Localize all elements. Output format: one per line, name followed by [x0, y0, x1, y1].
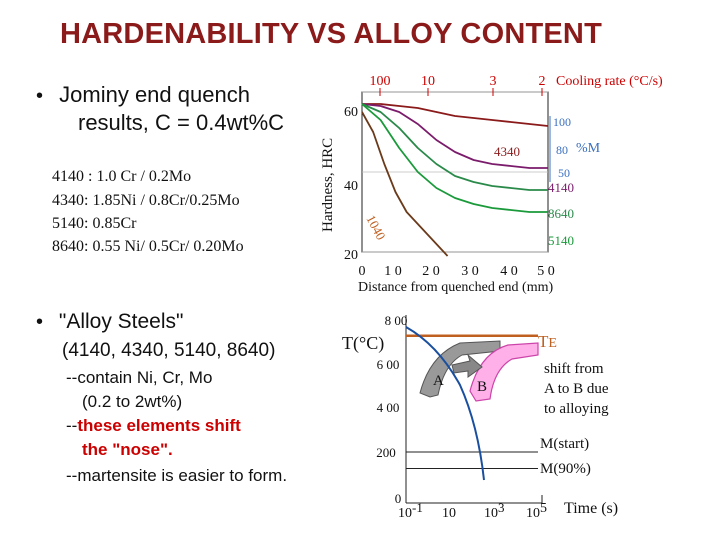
series-line-8640 — [361, 103, 548, 191]
highlight-text-2: the "nose". — [82, 440, 173, 459]
x-tick-label: 10-1 — [398, 500, 423, 521]
alloy-8640: 8640: 0.55 Ni/ 0.5Cr/ 0.20Mo — [52, 238, 244, 255]
series-label-5140: 5140 — [548, 233, 574, 248]
x-tick-label: 2 0 — [422, 264, 440, 279]
bullet-2-line-3: --contain Ni, Cr, Mo — [66, 368, 213, 387]
cooling-curve — [405, 326, 485, 481]
x-tick-label: 5 0 — [537, 264, 555, 279]
series-label-4340: 4340 — [494, 144, 520, 159]
series-line-1040 — [361, 111, 449, 257]
te-label: TE — [538, 332, 557, 351]
y-tick-label: 4 00 — [377, 400, 400, 415]
bullet-2: • "Alloy Steels" — [36, 310, 184, 334]
y-axis-label: Hardness, HRC — [320, 138, 336, 232]
bullet-2-line-2: (4140, 4340, 5140, 8640) — [62, 340, 276, 361]
y-tick-label: 20 — [344, 248, 358, 263]
x-tick-label: 105 — [526, 501, 547, 521]
alloy-4140: 4140 : 1.0 Cr / 0.2Mo — [52, 168, 192, 185]
region-label-b: B — [477, 379, 487, 395]
ttt-chart: 8 00 6 00 4 00 200 0 T(°C) 10-1 10 103 1… — [342, 313, 618, 521]
bullet-2-line-5: --these elements shift — [66, 416, 241, 436]
bullet-dot: • — [36, 85, 44, 107]
y-tick-label: 40 — [344, 179, 358, 194]
series-line-4140 — [361, 103, 548, 169]
series-line-4340 — [362, 103, 549, 127]
bullet-2-line-4: (0.2 to 2wt%) — [82, 392, 183, 411]
top-tick-label: 100 — [370, 74, 391, 89]
bullet-1: • Jominy end quench — [36, 82, 250, 108]
bullet-2-line-1: "Alloy Steels" — [58, 310, 184, 333]
jominy-chart: 100 10 3 2 Cooling rate (°C/s) 100 80 %M… — [320, 74, 663, 295]
series-label-4140: 4140 — [548, 180, 574, 195]
series-label-1040: 1040 — [363, 212, 388, 242]
bullet-1-line-2: results, C = 0.4wt%C — [78, 110, 285, 135]
y-gridlines — [362, 91, 548, 253]
alloy-5140: 5140: 0.85Cr — [52, 215, 137, 232]
shift-note-3: to alloying — [544, 401, 609, 417]
page-title: HARDENABILITY VS ALLOY CONTENT — [60, 18, 602, 50]
highlight-text-1: these elements shift — [77, 416, 241, 435]
series-group — [361, 103, 549, 257]
x-axis-label: Distance from quenched end (mm) — [358, 280, 553, 295]
y-tick-label: 200 — [376, 445, 396, 460]
y-tick-label: 0 — [395, 491, 402, 506]
x-tick-label: 103 — [484, 500, 505, 521]
y-tick-label: 8 00 — [385, 313, 408, 328]
shift-note-2: A to B due — [544, 381, 609, 397]
right-axis-label: %M — [576, 141, 601, 156]
bullet-dot: • — [36, 311, 44, 333]
x-tick-label: 3 0 — [461, 264, 479, 279]
bullet-2-line-7: --martensite is easier to form. — [66, 466, 288, 485]
series-label-8640: 8640 — [548, 206, 574, 221]
top-tick-label: 3 — [490, 74, 497, 89]
y-tick-label: 6 00 — [377, 357, 400, 372]
x-tick-label: 0 — [359, 264, 366, 279]
region-label-a: A — [433, 373, 444, 389]
right-tick-label: 80 — [556, 143, 568, 157]
right-tick-label: 100 — [553, 115, 571, 129]
x-tick-label: 10 — [442, 506, 456, 521]
bullet-1-line-1: Jominy end quench — [59, 82, 250, 107]
x-axis-label: Time (s) — [564, 500, 618, 517]
shift-note-1: shift from — [544, 361, 604, 377]
top-tick-label: 2 — [539, 74, 546, 89]
shift-arrow-icon — [451, 353, 483, 378]
y-axis-label: T(°C) — [342, 333, 384, 354]
y-tick-label: 60 — [344, 105, 358, 120]
alloy-4340: 4340: 1.85Ni / 0.8Cr/0.25Mo — [52, 192, 240, 209]
right-tick-label: 50 — [558, 166, 570, 180]
top-axis-label: Cooling rate (°C/s) — [556, 74, 663, 89]
top-tick-label: 10 — [421, 74, 435, 89]
x-tick-label: 4 0 — [500, 264, 518, 279]
m-start-label: M(start) — [540, 436, 589, 452]
dash-prefix: -- — [66, 416, 78, 435]
m90-label: M(90%) — [540, 461, 591, 477]
series-line-5140 — [361, 103, 548, 213]
x-tick-label: 1 0 — [384, 264, 402, 279]
